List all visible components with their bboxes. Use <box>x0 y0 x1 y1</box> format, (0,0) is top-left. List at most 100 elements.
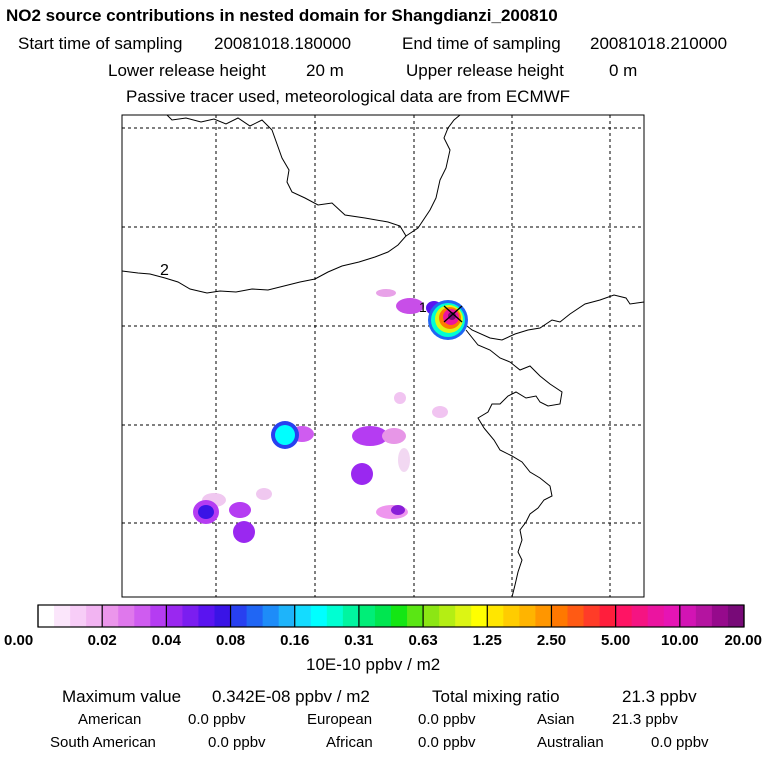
end-time-label: End time of sampling <box>402 34 561 53</box>
coast-bohai <box>461 294 645 341</box>
patch <box>391 505 405 515</box>
patch <box>398 448 410 472</box>
colorbar-tick-label: 0.31 <box>344 632 373 649</box>
colorbar-tick-label: 0.08 <box>216 632 245 649</box>
source-name: European <box>307 711 373 728</box>
end-time-value: 20081018.210000 <box>590 34 728 53</box>
patch <box>351 463 373 485</box>
total-value: 21.3 ppbv <box>622 687 697 706</box>
colorbar-tick-label: 0.02 <box>88 632 117 649</box>
colorbar-tick-label: 10.00 <box>661 632 699 649</box>
coast-shandong <box>465 329 563 429</box>
tracer-note: Passive tracer used, meteorological data… <box>126 87 571 106</box>
patch <box>198 505 214 519</box>
lower-release-value: 20 m <box>306 61 344 80</box>
colorbar-swatch <box>503 605 520 627</box>
colorbar-ticks: 0.00 0.02 0.04 0.08 0.16 0.31 0.63 1.25 2.50 5.00… <box>4 605 762 649</box>
colorbar-swatch <box>567 605 585 627</box>
source-value: 0.0 ppbv <box>651 734 709 751</box>
chart-title: NO2 source contributions in nested domai… <box>6 6 558 25</box>
colorbar-swatch <box>374 605 392 627</box>
colorbar-tick-label: 20.00 <box>724 632 762 649</box>
colorbar-swatch <box>358 605 376 627</box>
colorbar-swatch <box>727 605 745 627</box>
lower-release-label: Lower release height <box>108 61 266 80</box>
colorbar-swatch <box>391 605 408 627</box>
colorbar-swatch <box>631 605 649 627</box>
colorbar-swatch <box>711 605 729 627</box>
border-upper <box>405 114 461 237</box>
source-value: 0.0 ppbv <box>418 711 476 728</box>
colorbar-swatch <box>326 605 344 627</box>
patch <box>376 289 396 297</box>
colorbar-unit: 10E-10 ppbv / m2 <box>306 655 441 674</box>
source-name: American <box>78 711 142 728</box>
colorbar-swatch <box>214 605 232 627</box>
colorbar-swatch <box>615 605 633 627</box>
colorbar-swatch <box>310 605 328 627</box>
colorbar-swatch <box>423 605 440 627</box>
colorbar-swatch <box>230 605 248 627</box>
colorbar-swatch <box>294 605 312 627</box>
patch <box>432 406 448 418</box>
colorbar-swatch <box>599 605 617 627</box>
colorbar-swatch <box>118 605 135 627</box>
max-label: Maximum value <box>62 687 182 706</box>
colorbar <box>38 605 745 627</box>
colorbar-swatch <box>407 605 424 627</box>
start-time-value: 20081018.180000 <box>214 34 352 53</box>
source-value: 0.0 ppbv <box>188 711 246 728</box>
patch <box>275 425 295 445</box>
source-value: 21.3 ppbv <box>612 711 678 728</box>
colorbar-swatch <box>551 605 568 627</box>
patch <box>229 502 251 518</box>
colorbar-swatch <box>38 605 55 627</box>
grid-lines <box>122 115 644 597</box>
colorbar-swatch <box>647 605 665 627</box>
colorbar-swatch <box>535 605 552 627</box>
station-label: 1 <box>419 299 427 315</box>
colorbar-swatch <box>663 605 681 627</box>
colorbar-swatch <box>695 605 713 627</box>
colorbar-swatch <box>86 605 103 627</box>
total-label: Total mixing ratio <box>432 687 560 706</box>
colorbar-swatch <box>54 605 71 627</box>
colorbar-swatch <box>455 605 472 627</box>
colorbar-swatch <box>182 605 199 627</box>
source-name: South American <box>50 734 156 751</box>
colorbar-swatch <box>679 605 697 627</box>
colorbar-tick-label: 0.16 <box>280 632 309 649</box>
patch <box>256 488 272 500</box>
map-frame <box>121 114 645 598</box>
start-time-label: Start time of sampling <box>18 34 183 53</box>
colorbar-swatch <box>262 605 280 627</box>
source-name: Australian <box>537 734 604 751</box>
colorbar-swatch <box>246 605 264 627</box>
patch <box>233 521 255 543</box>
upper-release-value: 0 m <box>609 61 638 80</box>
colorbar-swatch <box>70 605 87 627</box>
coast-jiangsu <box>483 427 553 598</box>
colorbar-tick-label: 1.25 <box>473 632 502 649</box>
upper-release-label: Upper release height <box>406 61 564 80</box>
patch <box>382 428 406 444</box>
contour-label: 2 <box>160 262 169 279</box>
colorbar-swatch <box>166 605 183 627</box>
coastlines <box>121 114 645 598</box>
colorbar-tick-label: 0.63 <box>408 632 437 649</box>
patch <box>448 312 456 320</box>
patch <box>394 392 406 404</box>
source-value: 0.0 ppbv <box>208 734 266 751</box>
colorbar-swatch <box>583 605 601 627</box>
colorbar-swatch <box>150 605 167 627</box>
station-marker <box>443 305 463 323</box>
colorbar-tick-label: 2.50 <box>537 632 566 649</box>
colorbar-swatch <box>519 605 536 627</box>
colorbar-tick-label: 0.04 <box>152 632 182 649</box>
source-name: African <box>326 734 373 751</box>
colorbar-tick-label: 0.00 <box>4 632 33 649</box>
colorbar-swatch <box>487 605 504 627</box>
max-value: 0.342E-08 ppbv / m2 <box>212 687 370 706</box>
source-name: Asian <box>537 711 575 728</box>
